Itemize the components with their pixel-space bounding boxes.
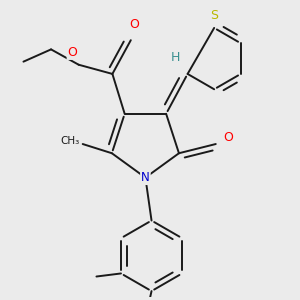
Text: S: S	[210, 9, 218, 22]
Text: CH₃: CH₃	[61, 136, 80, 146]
Text: N: N	[141, 171, 150, 184]
Text: O: O	[68, 46, 77, 59]
Text: H: H	[171, 51, 180, 64]
Text: O: O	[223, 131, 233, 144]
Text: O: O	[129, 18, 139, 31]
